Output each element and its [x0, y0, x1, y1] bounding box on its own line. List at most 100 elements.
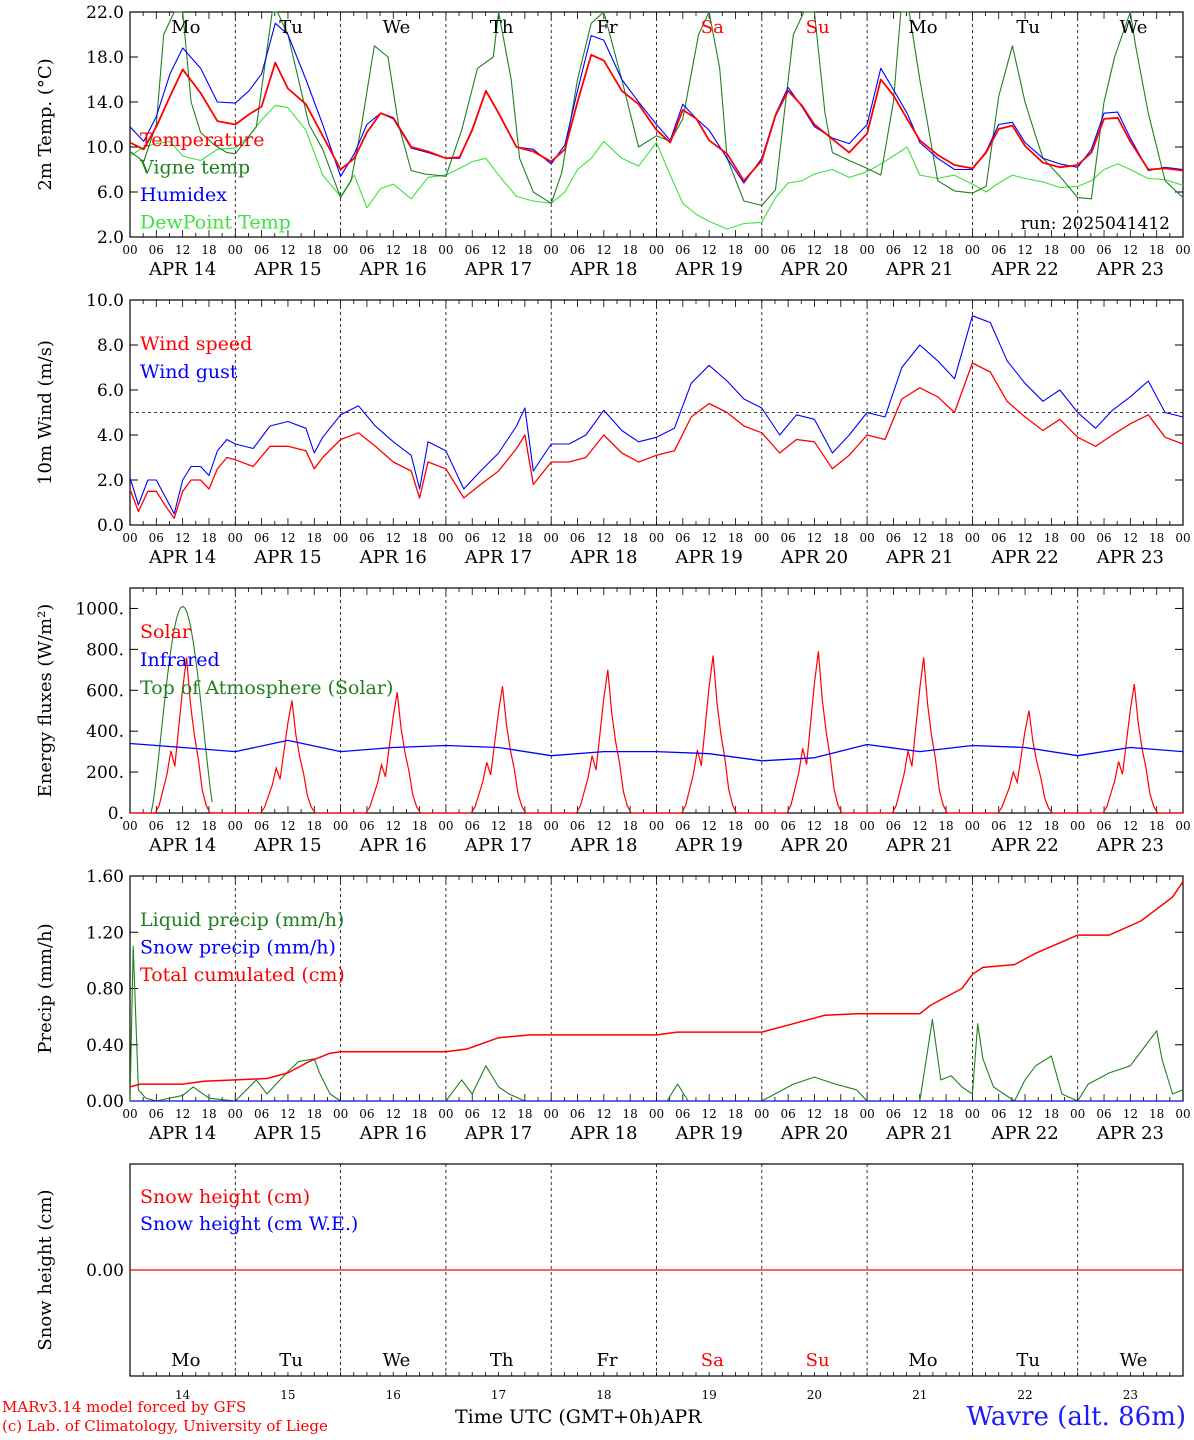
- hour-tick-label: 00: [333, 531, 348, 545]
- y-tick-label: 1.60: [86, 867, 124, 887]
- day-number-label: 23: [1123, 1388, 1138, 1402]
- hour-tick-label: 06: [675, 819, 690, 833]
- hour-tick-label: 18: [517, 1107, 532, 1121]
- hour-tick-label: 00: [649, 243, 664, 257]
- panel-1: [129, 11, 1184, 238]
- hour-tick-label: 18: [1149, 1107, 1164, 1121]
- credit-line-model: MARv3.14 model forced by GFS: [2, 1398, 247, 1416]
- series-line-dewpoint-temp: [129, 104, 1184, 230]
- hour-tick-label: 00: [1070, 531, 1085, 545]
- hour-tick-label: 18: [412, 819, 427, 833]
- weekday-label: Tu: [1016, 1350, 1040, 1371]
- hour-tick-label: 06: [254, 819, 269, 833]
- hour-tick-label: 12: [1017, 819, 1032, 833]
- credit-line-lab: (c) Lab. of Climatology, University of L…: [2, 1417, 328, 1435]
- hour-tick-label: 18: [833, 819, 848, 833]
- hour-tick-label: 18: [833, 531, 848, 545]
- date-label: APR 20: [780, 835, 848, 856]
- y-tick-label: 0.00: [86, 1261, 124, 1281]
- hour-tick-label: 18: [623, 819, 638, 833]
- date-label: APR 16: [359, 547, 427, 568]
- hour-tick-label: 18: [938, 243, 953, 257]
- date-label: APR 18: [569, 835, 637, 856]
- day-number-label: 17: [491, 1388, 506, 1402]
- hour-tick-label: 06: [254, 531, 269, 545]
- station-name: Wavre (alt. 86m): [966, 1402, 1186, 1432]
- legend-entry: Snow height (cm): [140, 1186, 310, 1208]
- hour-tick-label: 12: [702, 531, 717, 545]
- credit-text: MARv3.14 model forced by GFS (c) Lab. of…: [2, 1398, 328, 1436]
- hour-tick-label: 00: [228, 819, 243, 833]
- hour-tick-label: 06: [149, 1107, 164, 1121]
- hour-tick-label: 18: [201, 531, 216, 545]
- series-line-wind-gust: [129, 315, 1184, 515]
- date-label: APR 19: [675, 835, 743, 856]
- hour-tick-label: 06: [570, 819, 585, 833]
- legend-entry: Infrared: [140, 649, 220, 671]
- legend-entry: Liquid precip (mm/h): [140, 909, 344, 931]
- hour-tick-label: 18: [412, 531, 427, 545]
- y-tick-label: 0.40: [86, 1036, 124, 1056]
- hour-tick-label: 06: [254, 1107, 269, 1121]
- y-tick-label: 8.0: [97, 336, 124, 356]
- y-axis-label: Energy fluxes (W/m²): [35, 604, 56, 798]
- series-line-vigne-temp: [129, 11, 1184, 207]
- hour-tick-label: 18: [201, 243, 216, 257]
- panel-3: [129, 587, 1184, 814]
- weekday-label: Tu: [279, 17, 303, 38]
- hour-tick-label: 12: [807, 1107, 822, 1121]
- hour-tick-label: 18: [307, 531, 322, 545]
- hour-tick-label: 06: [465, 1107, 480, 1121]
- y-tick-label: 200.: [86, 763, 124, 783]
- date-label: APR 19: [675, 259, 743, 280]
- day-number-label: 22: [1017, 1388, 1032, 1402]
- hour-tick-label: 12: [912, 819, 927, 833]
- hour-tick-label: 18: [307, 1107, 322, 1121]
- hour-tick-label: 06: [465, 819, 480, 833]
- hour-tick-label: 06: [1096, 1107, 1111, 1121]
- hour-tick-label: 00: [965, 243, 980, 257]
- hour-tick-label: 00: [228, 531, 243, 545]
- hour-tick-label: 00: [1070, 1107, 1085, 1121]
- weekday-label: Fr: [596, 17, 617, 38]
- hour-tick-label: 12: [491, 1107, 506, 1121]
- hour-tick-label: 12: [1123, 531, 1138, 545]
- hour-tick-label: 00: [333, 243, 348, 257]
- hour-tick-label: 00: [965, 1107, 980, 1121]
- hour-tick-label: 18: [938, 1107, 953, 1121]
- hour-tick-label: 00: [122, 1107, 137, 1121]
- hour-tick-label: 12: [596, 531, 611, 545]
- hour-tick-label: 18: [201, 819, 216, 833]
- hour-tick-label: 12: [1123, 819, 1138, 833]
- hour-tick-label: 06: [886, 819, 901, 833]
- hour-tick-label: 00: [333, 819, 348, 833]
- hour-tick-label: 06: [359, 531, 374, 545]
- weekday-label: Th: [490, 17, 514, 38]
- panel-5: [129, 1163, 1184, 1377]
- hour-tick-label: 06: [991, 1107, 1006, 1121]
- panel-frame: [129, 587, 1184, 814]
- weekday-label: Su: [806, 1350, 830, 1371]
- hour-tick-label: 06: [886, 1107, 901, 1121]
- hour-tick-label: 18: [728, 819, 743, 833]
- run-label: run: 2025041412: [1021, 214, 1170, 234]
- hour-tick-label: 06: [886, 243, 901, 257]
- hour-tick-label: 12: [280, 819, 295, 833]
- panel-2: [129, 299, 1184, 526]
- time-utc-label: Time UTC (GMT+0h): [455, 1406, 661, 1428]
- y-tick-label: 400.: [86, 722, 124, 742]
- hour-tick-label: 00: [438, 819, 453, 833]
- date-label: APR 19: [675, 547, 743, 568]
- x-axis-title: Time UTC (GMT+0h)APR: [455, 1406, 702, 1428]
- y-tick-label: 1000.: [75, 599, 124, 619]
- date-label: APR 23: [1096, 547, 1164, 568]
- hour-tick-label: 12: [175, 243, 190, 257]
- legend-entry: Top of Atmosphere (Solar): [140, 677, 393, 699]
- date-label: APR 22: [990, 259, 1058, 280]
- hour-tick-label: 18: [728, 531, 743, 545]
- hour-tick-label: 00: [1175, 1107, 1190, 1121]
- hour-tick-label: 12: [1017, 531, 1032, 545]
- y-tick-label: 18.0: [86, 48, 124, 68]
- hour-tick-label: 12: [175, 1107, 190, 1121]
